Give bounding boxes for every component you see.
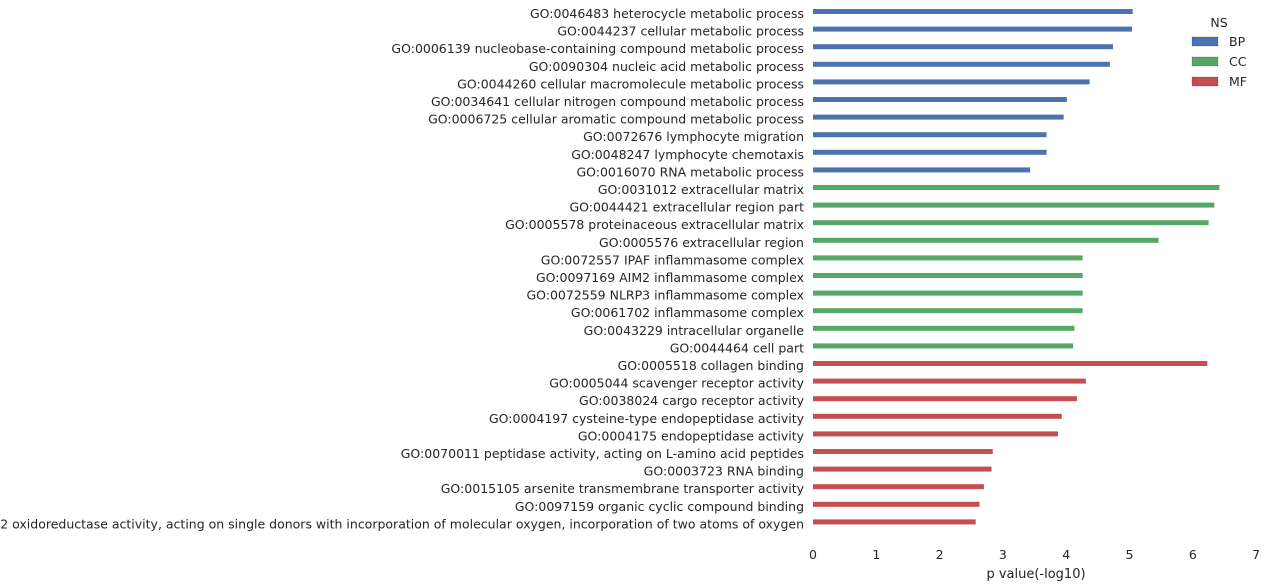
- bar-12: [813, 202, 1215, 208]
- legend-label-mf: MF: [1229, 74, 1247, 89]
- bar-4: [813, 61, 1110, 67]
- legend-swatch-mf: [1191, 76, 1219, 87]
- category-label-20: GO:0044464 cell part: [670, 340, 804, 355]
- legend-entries: BP CC MF: [1191, 34, 1247, 89]
- category-label-1: GO:0046483 heterocycle metabolic process: [530, 6, 804, 21]
- category-label-15: GO:0072557 IPAF inflammasome complex: [541, 252, 804, 267]
- legend-label-bp: BP: [1229, 34, 1246, 49]
- x-tick-5: 5: [1126, 547, 1134, 562]
- bar-21: [813, 361, 1208, 366]
- bar-16: [813, 273, 1083, 278]
- category-label-4: GO:0090304 nucleic acid metabolic proces…: [529, 59, 804, 74]
- category-label-10: GO:0016070 RNA metabolic process: [576, 164, 804, 179]
- legend-swatch-bp: [1191, 36, 1219, 47]
- category-label-16: GO:0097169 AIM2 inflammasome complex: [536, 270, 804, 285]
- category-label-6: GO:0034641 cellular nitrogen compound me…: [431, 94, 804, 109]
- category-label-11: GO:0031012 extracellular matrix: [598, 182, 804, 197]
- category-label-12: GO:0044421 extracellular region part: [569, 200, 804, 215]
- category-label-17: GO:0072559 NLRP3 inflammasome complex: [526, 288, 804, 303]
- category-label-28: GO:0015105 arsenite transmembrane transp…: [441, 481, 805, 496]
- x-tick-3: 3: [999, 547, 1007, 562]
- x-tick-6: 6: [1189, 547, 1197, 562]
- category-label-21: GO:0005518 collagen binding: [618, 358, 804, 373]
- category-labels: GO:0046483 heterocycle metabolic process…: [0, 6, 805, 531]
- bar-13: [813, 220, 1209, 226]
- bar-10: [813, 167, 1031, 173]
- bar-8: [813, 132, 1047, 138]
- bar-24: [813, 413, 1062, 419]
- bar-14: [813, 237, 1159, 243]
- category-label-29: GO:0097159 organic cyclic compound bindi…: [515, 499, 804, 514]
- category-label-7: GO:0006725 cellular aromatic compound me…: [428, 112, 804, 127]
- legend-swatch-cc: [1191, 56, 1219, 67]
- bar-9: [813, 149, 1047, 155]
- category-label-23: GO:0038024 cargo receptor activity: [579, 393, 805, 408]
- category-label-5: GO:0044260 cellular macromolecule metabo…: [457, 76, 804, 91]
- bar-20: [813, 343, 1074, 349]
- bar-18: [813, 308, 1083, 314]
- category-label-14: GO:0005576 extracellular region: [599, 235, 804, 250]
- category-label-30: GO:0016702 oxidoreductase activity, acti…: [0, 516, 804, 531]
- bar-27: [813, 466, 992, 472]
- x-tick-labels: 0 1 2 3 4 5 6 7: [809, 547, 1260, 562]
- x-tick-1: 1: [872, 547, 880, 562]
- bar-6: [813, 97, 1067, 102]
- bar-1: [813, 9, 1133, 14]
- bar-3: [813, 44, 1114, 50]
- bar-15: [813, 255, 1083, 261]
- legend-label-cc: CC: [1229, 54, 1247, 69]
- category-label-24: GO:0004197 cysteine-type endopeptidase a…: [489, 411, 805, 426]
- x-tick-2: 2: [936, 547, 944, 562]
- category-label-26: GO:0070011 peptidase activity, acting on…: [401, 446, 804, 461]
- bar-26: [813, 449, 993, 454]
- bar-23: [813, 396, 1077, 402]
- category-label-19: GO:0043229 intracellular organelle: [584, 323, 805, 338]
- legend-title: NS: [1210, 15, 1227, 30]
- category-label-3: GO:0006139 nucleobase-containing compoun…: [391, 41, 804, 56]
- category-label-22: GO:0005044 scavenger receptor activity: [549, 376, 804, 391]
- x-tick-0: 0: [809, 547, 817, 562]
- category-label-13: GO:0005578 proteinaceous extracellular m…: [505, 217, 804, 232]
- bar-22: [813, 378, 1086, 384]
- x-tick-4: 4: [1062, 547, 1070, 562]
- legend: NS BP CC MF: [1191, 15, 1247, 89]
- category-label-9: GO:0048247 lymphocyte chemotaxis: [571, 147, 804, 162]
- bar-29: [813, 501, 980, 507]
- category-label-8: GO:0072676 lymphocyte migration: [583, 129, 804, 144]
- bar-11: [813, 185, 1220, 190]
- category-label-25: GO:0004175 endopeptidase activity: [578, 428, 805, 443]
- bars-group: [813, 9, 1220, 525]
- category-label-27: GO:0003723 RNA binding: [644, 464, 804, 479]
- bar-17: [813, 290, 1083, 296]
- x-tick-7: 7: [1252, 547, 1260, 562]
- x-axis-label: p value(-log10): [986, 567, 1085, 582]
- bar-28: [813, 484, 984, 490]
- bar-30: [813, 519, 976, 525]
- bar-7: [813, 114, 1064, 120]
- bar-19: [813, 325, 1075, 331]
- bar-25: [813, 431, 1058, 437]
- bar-5: [813, 79, 1090, 85]
- category-label-2: GO:0044237 cellular metabolic process: [557, 24, 804, 39]
- category-label-18: GO:0061702 inflammasome complex: [571, 305, 804, 320]
- bar-2: [813, 26, 1133, 32]
